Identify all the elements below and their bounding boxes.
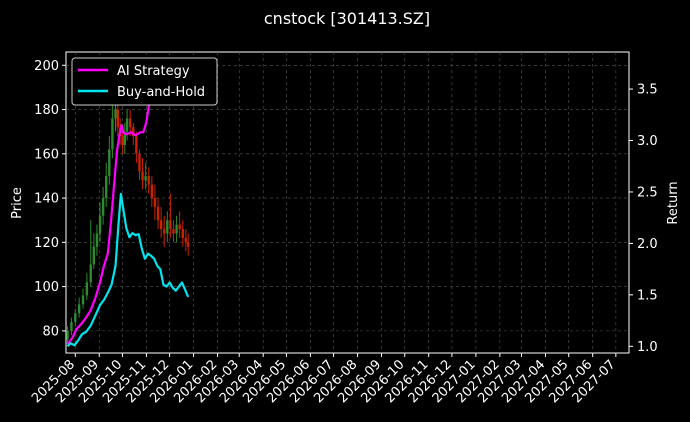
candle-body <box>169 220 172 230</box>
candle-body <box>101 198 105 216</box>
legend-box <box>71 57 218 106</box>
candles <box>66 96 190 345</box>
candle-body <box>166 220 169 234</box>
candle-body <box>105 175 108 199</box>
candle-body <box>85 282 89 296</box>
candle-body <box>128 118 132 128</box>
y-left-tick-label: 160 <box>34 147 59 162</box>
y-right-tick-label: 3.0 <box>637 134 658 149</box>
series-lines <box>66 83 190 348</box>
candle-body <box>132 127 135 137</box>
candle-body <box>141 171 144 181</box>
candle-body <box>74 313 77 323</box>
chart-title: cnstock [301413.SZ] <box>264 9 430 28</box>
candle-body <box>186 242 190 247</box>
candle-body <box>70 322 73 331</box>
candle-body <box>77 304 81 314</box>
y-left-tick-label: 120 <box>34 236 59 251</box>
y-left-tick-label: 180 <box>34 103 59 118</box>
candle-body <box>175 224 178 234</box>
y-left-label: Price <box>10 187 25 219</box>
y-right-tick-label: 2.5 <box>637 185 658 200</box>
y-right-tick-label: 3.5 <box>637 83 658 98</box>
candle-body <box>116 109 120 128</box>
candle-body <box>135 136 138 154</box>
candle-body <box>114 109 117 119</box>
y-left-tick-label: 80 <box>42 324 59 339</box>
legend-label-ai-strategy: AI Strategy <box>117 64 190 79</box>
y-right-tick-label: 2.0 <box>637 237 658 252</box>
candle-body <box>81 295 85 305</box>
candle-body <box>111 118 114 150</box>
candle-body <box>138 153 141 172</box>
candle-body <box>123 131 126 145</box>
candle-body <box>121 136 124 145</box>
y-left-tick-label: 140 <box>34 192 59 207</box>
candle-body <box>108 149 111 176</box>
y-left-tick-label: 100 <box>34 280 59 295</box>
candle-body <box>144 175 147 181</box>
candle-body <box>153 198 157 207</box>
candle-body <box>95 233 99 247</box>
candle-body <box>159 220 163 230</box>
legend-label-buy-and-hold: Buy-and-Hold <box>117 85 205 100</box>
candle-body <box>156 206 160 221</box>
candle-body <box>181 229 184 238</box>
candle-body <box>163 229 166 234</box>
candle-body <box>66 330 69 340</box>
candle-body <box>147 175 150 185</box>
y-left-tick-label: 200 <box>34 59 59 74</box>
y-left-axis: 80 100 120 140 160 180 200 <box>34 59 66 339</box>
y-right-axis: 1.0 1.5 2.0 2.5 3.0 3.5 <box>629 83 658 355</box>
y-right-tick-label: 1.0 <box>637 340 658 355</box>
series-line-buy-and-hold <box>66 192 190 348</box>
y-right-label: Return <box>666 181 681 224</box>
series-line-ai-strategy <box>66 83 153 345</box>
candle-body <box>98 215 102 234</box>
candle-body <box>178 224 181 230</box>
legend: AI Strategy Buy-and-Hold <box>71 57 218 106</box>
y-right-tick-label: 1.5 <box>637 288 658 303</box>
candle-body <box>172 229 175 234</box>
candle-body <box>92 246 96 265</box>
candle-body <box>125 118 129 132</box>
candle-body <box>89 264 92 283</box>
candle-body <box>184 237 188 243</box>
candle-body <box>150 184 154 199</box>
